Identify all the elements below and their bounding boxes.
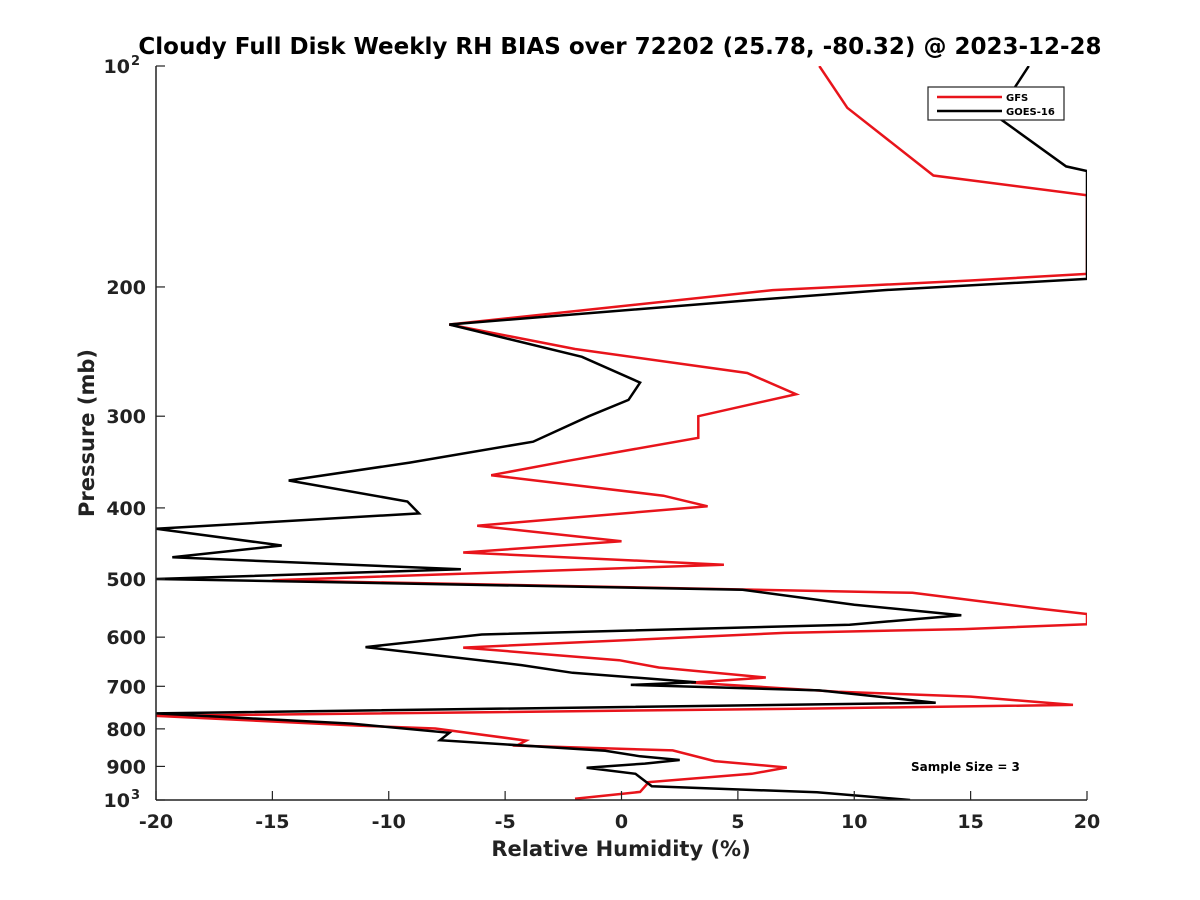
y-tick-label: 700 [106,676,146,698]
x-tick-label: -5 [495,811,516,833]
y-tick-label: 10 [104,790,130,812]
x-tick-label: 5 [731,811,744,833]
x-axis-label: Relative Humidity (%) [491,837,750,861]
legend-box [927,86,1065,121]
y-tick-label: 500 [106,569,146,591]
y-tick-label: 400 [106,498,146,520]
y-tick-label: 200 [106,277,146,299]
chart-title: Cloudy Full Disk Weekly RH BIAS over 722… [138,34,1101,60]
legend: GFS GOES-16 [927,86,1065,121]
x-ticks: -20 -15 -10 -5 0 5 10 15 20 [139,791,1100,833]
y-tick-label: 10 [104,56,130,78]
sample-size-annotation: Sample Size = 3 [911,760,1020,774]
series-line-goes-16 [156,66,1087,800]
series-layer [156,66,1087,800]
x-tick-label: -20 [139,811,173,833]
series-line-gfs [156,66,1087,800]
y-tick-label: 900 [106,756,146,778]
x-tick-label: 20 [1074,811,1100,833]
y-axis-label: Pressure (mb) [75,349,99,517]
x-tick-label: 0 [615,811,628,833]
x-tick-label: -10 [372,811,406,833]
y-tick-exponent: 3 [131,788,140,803]
x-tick-label: 15 [957,811,983,833]
x-tick-label: -15 [255,811,289,833]
x-tick-label: 10 [841,811,867,833]
y-tick-exponent: 2 [131,54,140,69]
legend-label-gfs: GFS [1006,93,1028,104]
legend-label-goes16: GOES-16 [1006,107,1055,118]
y-tick-label: 800 [106,719,146,741]
y-tick-label: 300 [106,406,146,428]
y-tick-label: 600 [106,627,146,649]
